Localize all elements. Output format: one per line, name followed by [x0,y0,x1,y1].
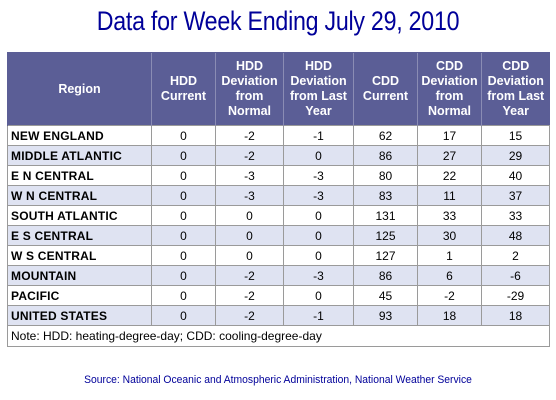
value-cell: -2 [215,305,284,326]
value-cell: -3 [283,165,354,186]
value-cell: 30 [417,225,482,246]
value-cell: 40 [481,165,550,186]
region-cell: E S CENTRAL [7,225,152,246]
value-cell: 93 [353,305,418,326]
region-cell: UNITED STATES [7,305,152,326]
region-cell: PACIFIC [7,285,152,306]
value-cell: -3 [283,265,354,286]
value-cell: 0 [283,285,354,306]
table-row: MOUNTAIN 0 -2 -3 86 6 -6 [7,265,550,286]
value-cell: 86 [353,145,418,166]
header-hdd-current: HDD Current [151,52,216,126]
value-cell: 45 [353,285,418,306]
value-cell: 0 [283,225,354,246]
value-cell: 29 [481,145,550,166]
table-row: UNITED STATES 0 -2 -1 93 18 18 [7,305,550,326]
value-cell: -3 [283,185,354,206]
note-row: Note: HDD: heating-degree-day; CDD: cool… [7,325,550,347]
value-cell: 22 [417,165,482,186]
region-cell: W N CENTRAL [7,185,152,206]
region-cell: W S CENTRAL [7,245,152,266]
region-cell: MIDDLE ATLANTIC [7,145,152,166]
value-cell: 125 [353,225,418,246]
value-cell: 33 [417,205,482,226]
value-cell: 0 [151,285,216,306]
value-cell: 83 [353,185,418,206]
value-cell: 48 [481,225,550,246]
header-hdd-deviation-normal: HDD Deviation from Normal [215,52,284,126]
value-cell: 0 [151,205,216,226]
value-cell: -3 [215,165,284,186]
value-cell: 11 [417,185,482,206]
value-cell: 127 [353,245,418,266]
header-hdd-deviation-last-year: HDD Deviation from Last Year [283,52,354,126]
value-cell: -2 [215,145,284,166]
table-row: PACIFIC 0 -2 0 45 -2 -29 [7,285,550,306]
value-cell: 17 [417,125,482,146]
value-cell: -2 [215,125,284,146]
value-cell: 62 [353,125,418,146]
table-row: MIDDLE ATLANTIC 0 -2 0 86 27 29 [7,145,550,166]
value-cell: 0 [215,205,284,226]
value-cell: 0 [151,265,216,286]
table-row: E N CENTRAL 0 -3 -3 80 22 40 [7,165,550,186]
data-table-container: Region HDD Current HDD Deviation from No… [7,52,550,347]
value-cell: 0 [283,145,354,166]
table-note: Note: HDD: heating-degree-day; CDD: cool… [7,325,550,347]
value-cell: 18 [417,305,482,326]
value-cell: 0 [283,205,354,226]
value-cell: 15 [481,125,550,146]
value-cell: 6 [417,265,482,286]
value-cell: 0 [151,185,216,206]
value-cell: 1 [417,245,482,266]
value-cell: 0 [151,165,216,186]
value-cell: -2 [215,265,284,286]
table-body: NEW ENGLAND 0 -2 -1 62 17 15 MIDDLE ATLANTIC 0 -2… [7,125,550,326]
value-cell: 0 [215,225,284,246]
value-cell: 18 [481,305,550,326]
value-cell: 0 [283,245,354,266]
value-cell: 2 [481,245,550,266]
value-cell: 0 [151,245,216,266]
header-region: Region [7,52,152,126]
value-cell: 131 [353,205,418,226]
value-cell: 0 [215,245,284,266]
value-cell: -2 [215,285,284,306]
header-cdd-current: CDD Current [353,52,418,126]
table-header-row: Region HDD Current HDD Deviation from No… [7,52,550,126]
value-cell: -29 [481,285,550,306]
value-cell: 0 [151,145,216,166]
degree-day-table: Region HDD Current HDD Deviation from No… [7,52,550,347]
value-cell: 0 [151,125,216,146]
value-cell: 0 [151,225,216,246]
region-cell: E N CENTRAL [7,165,152,186]
table-row: NEW ENGLAND 0 -2 -1 62 17 15 [7,125,550,146]
region-cell: SOUTH ATLANTIC [7,205,152,226]
value-cell: -6 [481,265,550,286]
header-cdd-deviation-last-year: CDD Deviation from Last Year [481,52,550,126]
value-cell: 33 [481,205,550,226]
table-row: W N CENTRAL 0 -3 -3 83 11 37 [7,185,550,206]
value-cell: 37 [481,185,550,206]
table-row: SOUTH ATLANTIC 0 0 0 131 33 33 [7,205,550,226]
page-title: Data for Week Ending July 29, 2010 [96,6,460,36]
value-cell: 80 [353,165,418,186]
value-cell: -3 [215,185,284,206]
value-cell: -1 [283,125,354,146]
table-row: W S CENTRAL 0 0 0 127 1 2 [7,245,550,266]
value-cell: -2 [417,285,482,306]
region-cell: MOUNTAIN [7,265,152,286]
header-cdd-deviation-normal: CDD Deviation from Normal [417,52,482,126]
table-row: E S CENTRAL 0 0 0 125 30 48 [7,225,550,246]
value-cell: -1 [283,305,354,326]
source-citation: Source: National Oceanic and Atmospheric… [84,374,472,386]
value-cell: 86 [353,265,418,286]
value-cell: 0 [151,305,216,326]
value-cell: 27 [417,145,482,166]
region-cell: NEW ENGLAND [7,125,152,146]
